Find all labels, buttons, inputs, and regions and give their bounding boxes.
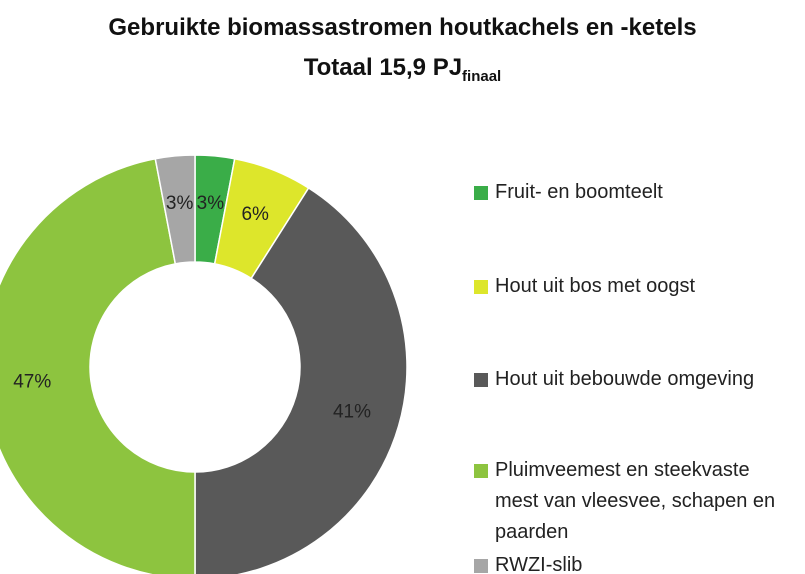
legend-item: Hout uit bebouwde omgeving (474, 364, 794, 395)
donut-slice (154, 154, 196, 265)
data-label: 3% (197, 193, 225, 214)
chart-subtitle: Totaal 15,9 PJfinaal (0, 54, 805, 85)
legend-swatch (474, 186, 488, 200)
donut-slice (194, 186, 408, 574)
data-label: 6% (241, 204, 269, 225)
legend-swatch (474, 464, 488, 478)
data-label: 47% (13, 371, 51, 392)
legend-label: Fruit- en boomteelt (495, 181, 663, 203)
legend-swatch (474, 559, 488, 573)
subtitle-text: Totaal 15,9 PJ (303, 54, 463, 81)
subtitle-subscript: finaal (462, 67, 502, 85)
legend-label: Pluimveemest en steekvaste mest van vlee… (495, 459, 776, 543)
legend-swatch (474, 373, 488, 387)
legend-item: Fruit- en boomteelt (474, 177, 794, 208)
chart-title: Gebruikte biomassastromen houtkachels en… (108, 14, 697, 41)
legend-item: Pluimveemest en steekvaste mest van vlee… (474, 455, 794, 548)
legend-label: RWZI-slib (495, 554, 583, 574)
data-label: 3% (166, 193, 194, 214)
data-label: 41% (333, 402, 371, 423)
legend-label: Hout uit bebouwde omgeving (495, 368, 755, 390)
legend-item: Hout uit bos met oogst (474, 271, 794, 302)
donut-slice (0, 157, 196, 574)
legend-swatch (474, 280, 488, 294)
legend-item: RWZI-slib (474, 550, 794, 574)
legend-label: Hout uit bos met oogst (495, 275, 696, 297)
